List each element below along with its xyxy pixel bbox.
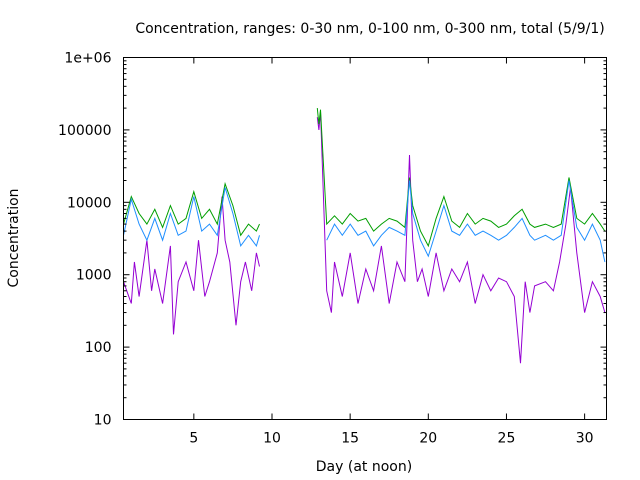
y-tick-label: 10000 [67,195,112,211]
y-axis-label: Concentration [6,188,22,287]
x-tick-label: 20 [419,431,437,447]
y-tick-label: 100000 [58,123,111,139]
series-1-line-2 [316,111,606,364]
y-tick-label: 1e+06 [64,51,111,67]
x-axis-label: Day (at noon) [316,459,412,475]
series-3-line-2 [326,180,606,263]
plot-frame [123,57,607,420]
chart-title: Concentration, ranges: 0-30 nm, 0-100 nm… [135,21,604,37]
y-tick-label: 100 [85,340,112,356]
series-layer [123,108,606,364]
y-tick-label: 1000 [76,268,112,284]
x-tick-label: 15 [341,431,359,447]
series-2-line-2 [316,108,606,248]
y-tick-label: 10 [94,413,112,429]
x-tick-label: 10 [263,431,281,447]
series-2-line-1 [123,181,260,237]
series-3-line-1 [123,187,260,248]
x-tick-label: 5 [189,431,198,447]
x-tick-label: 30 [576,431,594,447]
series-1-line-1 [123,196,260,335]
x-tick-label: 25 [498,431,516,447]
ticks-layer: 5 10 15 20 25 30 10 100 1000 10000 100000 1e+06 [58,51,607,447]
